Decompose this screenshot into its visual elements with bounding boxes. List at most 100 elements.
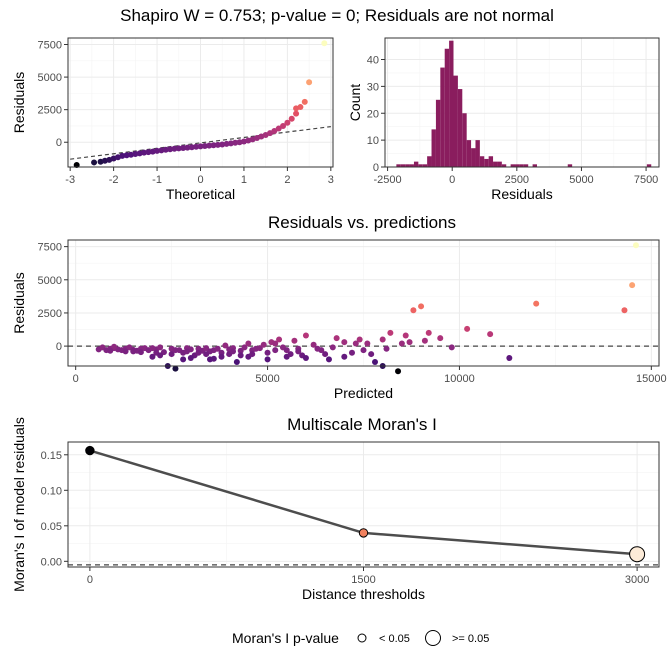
y-tick-label: 10 bbox=[367, 135, 379, 147]
x-tick-label: 10000 bbox=[444, 373, 475, 385]
qq-point bbox=[188, 144, 195, 151]
x-tick-label: -2500 bbox=[374, 174, 402, 186]
x-tick-label: 2500 bbox=[505, 174, 529, 186]
moran-plot: 0 1500 3000 0.00 0.05 0.10 0.15 Distance thresh… bbox=[11, 417, 660, 602]
residual-point bbox=[130, 348, 137, 355]
histogram-bar bbox=[484, 158, 489, 167]
residual-point bbox=[487, 331, 494, 338]
qq-point bbox=[271, 128, 278, 135]
residual-point bbox=[368, 351, 375, 358]
y-tick-label: 30 bbox=[367, 81, 379, 93]
residual-point bbox=[233, 359, 240, 366]
legend-key-small bbox=[357, 633, 367, 643]
histogram-bar bbox=[405, 164, 410, 167]
qq-point bbox=[293, 105, 300, 112]
residual-point bbox=[210, 355, 217, 362]
qq-point bbox=[214, 141, 221, 148]
histogram-bar bbox=[427, 156, 432, 167]
histogram-bar bbox=[400, 164, 406, 167]
residual-point bbox=[168, 351, 175, 358]
histogram-bar bbox=[532, 164, 537, 167]
residual-point bbox=[425, 329, 432, 336]
x-tick-label: 1500 bbox=[351, 574, 375, 586]
residual-point bbox=[122, 348, 129, 355]
residual-histogram: -2500 0 2500 5000 7500010203040ResidualsCoun… bbox=[347, 37, 660, 202]
residual-point bbox=[276, 336, 283, 343]
legend: Moran's I p-value < 0.05 >= 0.05 bbox=[232, 630, 489, 646]
residual-point bbox=[172, 347, 179, 354]
x-tick-label: 2 bbox=[284, 174, 290, 186]
residual-point bbox=[180, 356, 187, 363]
residual-point bbox=[249, 351, 256, 358]
qq-point bbox=[91, 159, 98, 166]
residual-point bbox=[222, 342, 229, 349]
x-tick-label: 3 bbox=[328, 174, 334, 186]
qq-point bbox=[288, 115, 295, 122]
residual-point bbox=[402, 332, 409, 339]
residual-point bbox=[107, 347, 114, 354]
qq-point bbox=[306, 79, 313, 86]
panel-border bbox=[67, 441, 660, 568]
histogram-bar bbox=[457, 89, 463, 167]
qq-point bbox=[275, 125, 282, 132]
histogram-bar bbox=[444, 48, 450, 167]
residual-point bbox=[264, 349, 271, 356]
residual-point bbox=[356, 336, 363, 343]
qq-point bbox=[171, 145, 178, 152]
y-tick-label: 7500 bbox=[38, 242, 62, 254]
moran-title: Multiscale Moran's I bbox=[287, 415, 437, 434]
legend-key-large bbox=[425, 630, 441, 646]
x-axis-label: Residuals bbox=[491, 186, 552, 202]
histogram-bar bbox=[431, 129, 436, 167]
residual-point bbox=[149, 345, 156, 352]
moran-point bbox=[358, 528, 369, 538]
residual-point bbox=[437, 335, 444, 342]
residual-point bbox=[302, 332, 309, 339]
residual-point bbox=[287, 351, 294, 358]
x-tick-label: 0 bbox=[449, 174, 455, 186]
residual-point bbox=[218, 353, 225, 360]
histogram-bar bbox=[497, 161, 502, 167]
x-axis-label: Theoretical bbox=[166, 186, 235, 202]
y-tick-label: 0 bbox=[56, 137, 62, 149]
qq-point bbox=[141, 149, 148, 156]
x-tick-label: 5000 bbox=[255, 373, 279, 385]
residual-point bbox=[448, 344, 455, 351]
y-tick-label: 0 bbox=[373, 162, 379, 174]
qq-point bbox=[158, 147, 165, 154]
qq-point bbox=[201, 143, 208, 150]
residual-point bbox=[379, 336, 386, 343]
residual-point bbox=[629, 282, 636, 289]
residual-point bbox=[187, 355, 194, 362]
qq-point bbox=[301, 98, 308, 105]
qq-point bbox=[167, 146, 174, 153]
histogram-bar bbox=[413, 161, 419, 167]
histogram-bar bbox=[466, 140, 472, 167]
x-axis-label: Predicted bbox=[334, 385, 393, 401]
qq-point bbox=[175, 145, 182, 152]
histogram-bar bbox=[515, 164, 520, 167]
y-tick-label: 5000 bbox=[38, 275, 62, 287]
panel-border bbox=[67, 37, 334, 168]
y-tick-label: 0.10 bbox=[41, 485, 62, 497]
y-tick-label: 40 bbox=[367, 55, 379, 67]
histogram-bar bbox=[435, 99, 441, 167]
residual-point bbox=[360, 347, 367, 354]
residual-point bbox=[322, 351, 329, 358]
residual-point bbox=[364, 340, 371, 347]
residual-point bbox=[506, 355, 513, 362]
y-tick-label: 20 bbox=[367, 108, 379, 120]
histogram-bar bbox=[493, 161, 498, 167]
y-axis-label: Count bbox=[347, 84, 363, 121]
residual-point bbox=[325, 356, 332, 363]
residual-point bbox=[291, 337, 298, 344]
residual-point bbox=[183, 348, 190, 355]
panel-border bbox=[384, 37, 660, 168]
legend-item-label: >= 0.05 bbox=[452, 633, 489, 645]
residual-point bbox=[302, 355, 309, 362]
residual-point bbox=[348, 349, 355, 356]
y-axis-label: Moran's I of model residuals bbox=[11, 417, 27, 592]
residual-point bbox=[352, 340, 359, 347]
y-axis-label: Residuals bbox=[11, 72, 27, 133]
x-tick-label: 1 bbox=[241, 174, 247, 186]
